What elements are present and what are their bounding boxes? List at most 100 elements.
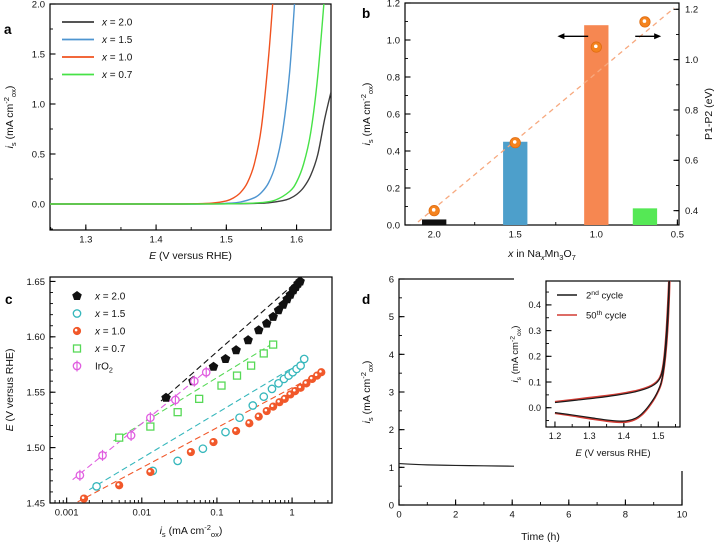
inset-axes xyxy=(545,280,681,428)
y-tick-label: 1.55 xyxy=(27,388,46,399)
open-square-marker xyxy=(195,394,204,404)
panel-c-legend: x = 2.0 x = 1.5 x = 1.0 x = 0.7 IrO2 xyxy=(72,291,126,375)
right-tick-label: 0.6 xyxy=(685,156,698,167)
right-tick-label: 0.8 xyxy=(685,105,698,116)
y-tick-label: 2 xyxy=(389,425,394,436)
right-tick-label: 1.2 xyxy=(685,5,698,16)
scatter-series-4 xyxy=(75,366,211,481)
pentagon-marker xyxy=(295,276,305,286)
pentagon-marker xyxy=(268,311,278,321)
y-tick-label: 1.65 xyxy=(27,277,46,288)
panel-b-chart: 2.0 1.5 1.0 0.5 0.0 0.2 0.4 0.6 0.8 1.0 1.2 0.4 0.6 0… xyxy=(360,0,715,262)
x-tick-label: 1.5 xyxy=(220,235,233,246)
y-tick-label: 1.45 xyxy=(27,498,46,509)
x-tick-label: 1.3 xyxy=(79,235,92,246)
y-tick-label: 1.5 xyxy=(32,49,45,60)
open-circle-marker xyxy=(299,354,309,364)
legend-label: 50th cycle xyxy=(586,310,627,322)
x-tick-label: 2 xyxy=(453,510,458,521)
y-tick-label: 1.2 xyxy=(387,0,400,9)
y-axis-label: is (mA cm-2ox) xyxy=(2,86,18,149)
y-tick-label: 0.1 xyxy=(528,377,541,387)
y-tick-label: 0.5 xyxy=(32,149,45,160)
x-tick-label: 1.2 xyxy=(549,431,562,441)
inset-background xyxy=(514,275,720,471)
x-tick-label: 0.5 xyxy=(671,230,684,241)
y-tick-label: 6 xyxy=(389,274,394,285)
legend-label: 2nd cycle xyxy=(586,290,623,302)
y-axis-label: E (V versus RHE) xyxy=(4,349,16,432)
scatter-series-2 xyxy=(79,368,326,503)
panel-a-axes xyxy=(49,3,332,231)
y-tick-label: 0.8 xyxy=(387,72,400,83)
y-tick-label: 0 xyxy=(389,500,394,511)
y-tick-label: 2.0 xyxy=(32,0,45,10)
y-tick-label: 3 xyxy=(389,387,394,398)
bar-x-2 xyxy=(422,219,447,225)
x-tick-label: 1.6 xyxy=(290,235,303,246)
y-axis-right-label: P1-P2 (eV) xyxy=(703,88,715,140)
x-tick-label: 0.1 xyxy=(210,508,223,519)
open-square-marker xyxy=(146,422,155,431)
open-square-marker xyxy=(173,408,182,417)
y-tick-label: 0.6 xyxy=(387,109,400,120)
x-tick-label: 2.0 xyxy=(428,230,441,241)
bar-x-0.7 xyxy=(632,208,658,225)
panel-d-chart: 0 2 4 6 8 10 0 1 2 3 4 5 6 Time (h) is (mA cm-2ox) 1.2 1… xyxy=(360,274,720,543)
bar-x-1.5 xyxy=(503,141,528,225)
right-tick-label: 1.0 xyxy=(685,55,698,66)
lsv-curve-3 xyxy=(50,4,325,205)
x-axis-label: E (V versus RHE) xyxy=(149,250,232,262)
pentagon-marker xyxy=(231,345,241,355)
legend-label: x = 1.0 xyxy=(94,327,126,338)
legend-label: x = 0.7 xyxy=(94,344,126,355)
open-circle-marker xyxy=(296,361,305,370)
y-axis-left-label: is (mA cm-2ox) xyxy=(360,83,375,146)
x-axis-label: Time (h) xyxy=(521,531,560,543)
y-tick-label: 1.60 xyxy=(27,332,46,343)
y-tick-label: 0.0 xyxy=(387,220,400,231)
inset-x-axis-label: E (V versus RHE) xyxy=(576,448,651,459)
axis-direction-arrows xyxy=(557,33,662,40)
x-tick-label: 0.001 xyxy=(55,508,79,519)
open-square-marker xyxy=(259,349,268,358)
open-circle-marker xyxy=(274,379,283,388)
x-tick-label: 1.5 xyxy=(509,230,522,241)
scatter-series-0 xyxy=(161,276,305,402)
panel-b-bars xyxy=(422,25,658,226)
legend-label: x = 0.7 xyxy=(101,70,133,81)
legend-label: x = 2.0 xyxy=(94,292,126,303)
open-circle-marker xyxy=(267,384,277,394)
cv-curve-0 xyxy=(554,281,670,422)
panel-b-points xyxy=(428,16,651,217)
x-tick-label: 4 xyxy=(510,510,515,521)
y-tick-label: 0.4 xyxy=(528,300,541,310)
pentagon-marker xyxy=(243,335,253,345)
panel-c-chart: 0.001 0.01 0.1 1 1.45 1.50 1.55 1.60 1.65 x = 2.0… xyxy=(4,276,333,539)
x-tick-label: 6 xyxy=(566,510,571,521)
legend-label: x = 1.5 xyxy=(94,309,126,320)
y-tick-label: 0.2 xyxy=(387,183,400,194)
y-axis-label: is (mA cm-2ox) xyxy=(360,361,375,424)
pentagon-marker xyxy=(72,291,82,300)
open-circle-marker xyxy=(173,456,182,466)
open-square-marker xyxy=(115,433,124,442)
lsv-curve-0 xyxy=(50,91,331,205)
x-tick-label: 0.01 xyxy=(133,508,152,519)
lsv-curve-2 xyxy=(50,4,274,205)
pentagon-marker xyxy=(220,354,231,363)
x-tick-label: 1 xyxy=(289,508,294,519)
y-tick-label: 1.0 xyxy=(387,35,400,46)
y-tick-label: 1 xyxy=(389,463,394,474)
open-square-marker xyxy=(268,340,278,349)
legend-label: x = 2.0 xyxy=(101,18,133,29)
y-tick-label: 1.50 xyxy=(27,443,46,454)
x-tick-label: 0 xyxy=(396,510,401,521)
panel-a-label: a xyxy=(4,22,12,37)
open-circle-marker xyxy=(259,392,269,401)
x-tick-label: 1.0 xyxy=(590,230,603,241)
open-circle-marker xyxy=(198,444,208,454)
open-circle-marker xyxy=(92,482,101,491)
legend-label: IrO2 xyxy=(95,362,113,375)
